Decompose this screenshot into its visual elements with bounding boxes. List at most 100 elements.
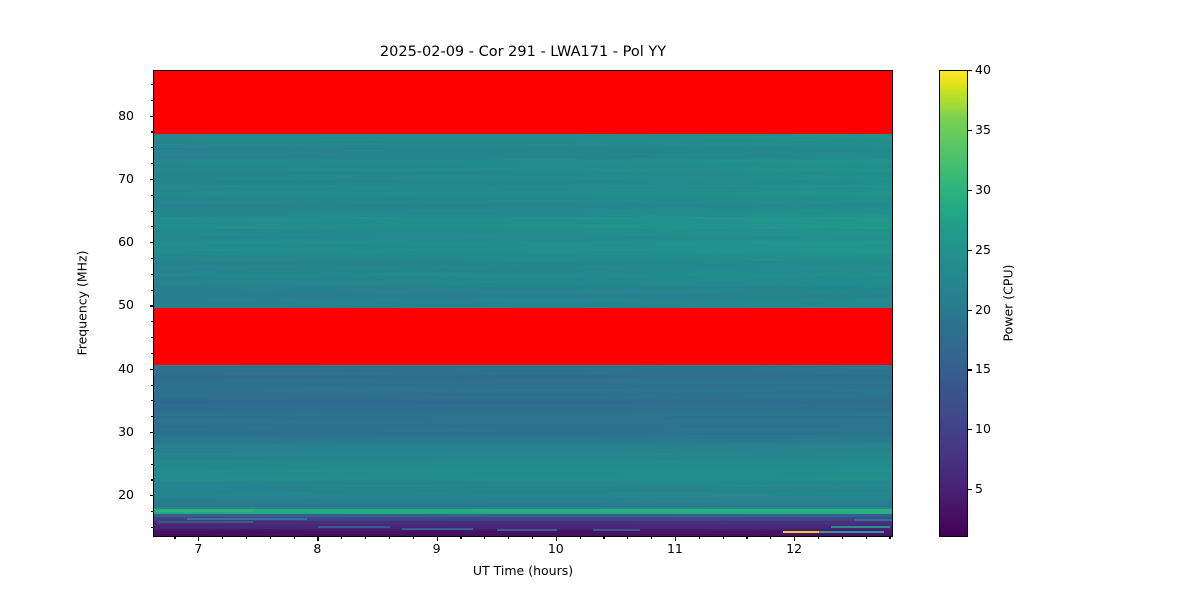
x-axis-minor-tick [412, 537, 414, 539]
x-axis-tick-label: 11 [666, 541, 683, 556]
colorbar-tick [968, 489, 972, 491]
x-axis-minor-tick [460, 537, 462, 539]
x-axis-minor-tick [698, 537, 700, 539]
colorbar-tick-label: 40 [975, 62, 991, 77]
y-axis-minor-tick [151, 511, 153, 513]
y-axis-minor-tick [151, 210, 153, 212]
colorbar-tick [968, 189, 972, 191]
x-axis-minor-tick [388, 537, 391, 539]
y-axis-tick-label: 40 [118, 360, 134, 376]
y-axis-minor-tick [151, 83, 153, 86]
y-axis-tick [149, 305, 153, 307]
x-axis-minor-tick [627, 537, 629, 539]
page-title: 2025-02-09 - Cor 291 - LWA171 - Pol YY [379, 44, 667, 60]
x-axis-tick [794, 537, 796, 541]
y-axis-minor-tick [151, 352, 153, 355]
y-axis-minor-tick [151, 416, 153, 418]
y-axis-tick-label: 30 [118, 424, 134, 439]
x-axis-minor-tick [817, 537, 820, 539]
x-axis-minor-tick [245, 537, 248, 539]
y-axis-tick [149, 432, 153, 434]
y-axis-tick [149, 242, 153, 244]
y-axis-minor-tick [151, 226, 153, 228]
colorbar-tick-label: 30 [975, 181, 991, 197]
spectrogram-image [154, 71, 892, 536]
y-axis-minor-tick [151, 384, 153, 386]
y-axis-tick-label: 20 [118, 487, 134, 503]
x-axis-minor-tick [174, 537, 176, 539]
x-axis-minor-tick [865, 537, 867, 539]
x-axis-minor-tick [365, 537, 367, 539]
x-axis-label: UT Time (hours) [472, 563, 574, 578]
colorbar-ticks: 5 10 15 20 25 30 35 40 [939, 63, 1019, 537]
colorbar-tick-label: 15 [975, 361, 991, 377]
colorbar[interactable] [939, 70, 968, 537]
x-axis-minor-tick [889, 537, 891, 539]
y-axis-tick [149, 368, 153, 370]
x-axis-minor-tick [770, 537, 772, 539]
x-axis-tick-label: 9 [432, 541, 441, 556]
x-axis-minor-tick [222, 537, 224, 539]
y-axis-tick-labels: 20 30 40 50 60 70 80 [0, 70, 143, 537]
x-axis-tick-label: 12 [786, 541, 803, 556]
y-axis-tick [149, 495, 153, 497]
x-axis-minor-tick [603, 537, 605, 539]
x-axis-ticks: 7 8 9 10 11 12 [153, 537, 893, 561]
y-axis-minor-tick [151, 479, 153, 481]
x-axis-tick [198, 537, 200, 541]
x-axis-tick [436, 537, 438, 541]
x-axis-minor-tick [579, 537, 581, 539]
x-axis-tick [674, 537, 677, 541]
y-axis-minor-tick [151, 99, 153, 101]
y-axis-label: Frequency (MHz) [74, 250, 90, 356]
x-axis-minor-tick [531, 537, 534, 539]
y-axis-tick [149, 115, 153, 117]
colorbar-tick-label: 25 [975, 241, 991, 257]
x-axis-tick-label: 8 [313, 541, 322, 556]
colorbar-label: Power (CPU) [1000, 264, 1016, 342]
spectrogram-axes[interactable] [153, 70, 893, 537]
x-axis-minor-tick [269, 537, 271, 539]
y-axis-minor-tick [151, 463, 153, 465]
y-axis-minor-tick [151, 131, 153, 133]
x-axis-tick-label: 7 [194, 541, 203, 556]
x-axis-minor-tick [484, 537, 486, 539]
x-axis-minor-tick [293, 537, 295, 539]
colorbar-tick-label: 35 [975, 121, 991, 137]
y-axis-minor-tick [151, 321, 153, 323]
x-axis-minor-tick [341, 537, 343, 539]
x-axis-minor-tick [508, 537, 510, 539]
colorbar-tick [968, 70, 972, 72]
x-axis-minor-tick [841, 537, 843, 539]
colorbar-tick-label: 10 [975, 421, 991, 437]
colorbar-tick-label: 5 [975, 481, 983, 497]
y-axis-minor-tick [151, 194, 153, 196]
y-axis-minor-tick [151, 526, 153, 529]
y-axis-tick-label: 80 [118, 107, 134, 123]
colorbar-tick [968, 249, 972, 251]
y-axis-minor-tick [151, 257, 153, 260]
y-axis-minor-tick [151, 447, 153, 449]
y-axis-minor-tick [151, 273, 153, 275]
colorbar-tick [968, 429, 972, 431]
y-axis-minor-tick [151, 337, 153, 339]
colorbar-tick [968, 309, 972, 311]
colorbar-tick-label: 20 [975, 301, 991, 317]
x-axis-minor-tick [722, 537, 724, 539]
y-axis-minor-tick [151, 163, 153, 165]
y-axis-minor-tick [151, 147, 153, 149]
y-axis-minor-tick [151, 400, 153, 402]
y-axis-minor-tick [151, 289, 153, 291]
y-axis-tick [149, 178, 153, 180]
x-axis-minor-tick [651, 537, 653, 539]
x-axis-tick [317, 537, 319, 541]
y-axis-tick-label: 60 [118, 234, 134, 250]
x-axis-minor-tick [746, 537, 748, 539]
y-axis-tick-label: 50 [118, 297, 134, 313]
x-axis-tick [555, 537, 557, 541]
y-axis-tick-label: 70 [118, 170, 134, 186]
colorbar-tick [968, 129, 972, 132]
x-axis-tick-label: 10 [547, 541, 564, 556]
colorbar-tick [968, 369, 972, 371]
